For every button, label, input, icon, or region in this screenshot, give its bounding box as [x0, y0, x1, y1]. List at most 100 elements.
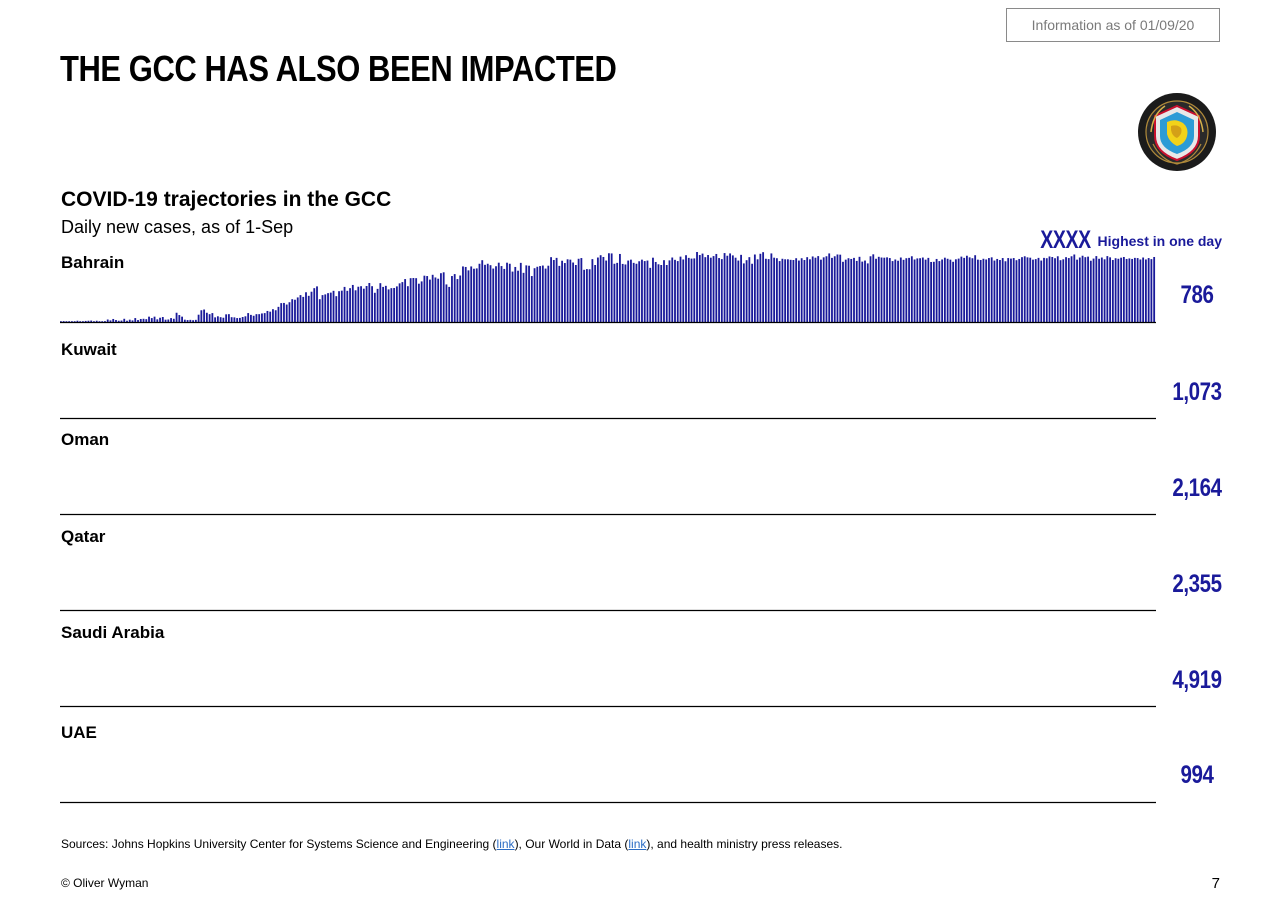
bar-bahrain — [313, 288, 316, 322]
bar-bahrain — [175, 312, 178, 322]
bar-bahrain — [236, 318, 239, 322]
bar-bahrain — [1087, 256, 1089, 322]
sources-text-middle: ), Our World in Data ( — [514, 837, 629, 851]
bar-bahrain — [269, 311, 272, 322]
bar-bahrain — [630, 259, 632, 322]
bar-bahrain — [627, 260, 630, 322]
bar-bahrain — [448, 286, 451, 322]
bar-bahrain — [932, 261, 935, 322]
bar-bahrain — [574, 265, 577, 322]
bar-bahrain — [101, 321, 104, 322]
bar-chart-oman — [60, 513, 1156, 516]
bar-bahrain — [847, 258, 850, 322]
bar-bahrain — [431, 274, 434, 322]
bar-bahrain — [62, 321, 65, 322]
bar-bahrain — [707, 255, 709, 322]
bar-chart-kuwait — [60, 417, 1156, 420]
bar-bahrain — [120, 320, 123, 322]
country-label-saudi-arabia: Saudi Arabia — [61, 623, 165, 642]
bar-bahrain — [613, 263, 616, 322]
bar-bahrain — [93, 321, 95, 322]
bar-bahrain — [123, 318, 126, 322]
bar-bahrain — [850, 258, 853, 322]
page-title: THE GCC HAS ALSO BEEN IMPACTED — [60, 48, 617, 89]
bar-bahrain — [197, 314, 200, 322]
bar-bahrain — [624, 264, 627, 322]
bar-bahrain — [87, 320, 90, 322]
page-number: 7 — [1211, 875, 1220, 892]
bar-bahrain — [999, 260, 1001, 322]
bar-bahrain — [605, 260, 608, 322]
bar-bahrain — [1125, 258, 1128, 322]
bar-bahrain — [671, 257, 674, 322]
bar-bahrain — [1001, 258, 1004, 322]
bar-bahrain — [519, 262, 522, 322]
bar-bahrain — [836, 254, 839, 322]
bar-bahrain — [1018, 258, 1021, 322]
bar-chart-qatar — [60, 609, 1156, 612]
bar-bahrain — [1070, 256, 1073, 322]
bar-bahrain — [203, 309, 206, 322]
bar-bahrain — [621, 263, 624, 322]
source-link-owid[interactable]: link — [628, 837, 647, 851]
bar-bahrain — [497, 262, 500, 322]
bar-bahrain — [806, 257, 809, 322]
bar-bahrain — [960, 256, 963, 322]
bar-bahrain — [486, 263, 489, 322]
bar-bahrain — [104, 321, 106, 322]
bar-bahrain — [1023, 256, 1026, 322]
bar-bahrain — [506, 262, 508, 322]
bar-bahrain — [831, 257, 833, 322]
bar-bahrain — [943, 257, 946, 322]
bar-bahrain — [153, 316, 156, 322]
bar-bahrain — [475, 268, 478, 322]
bar-bahrain — [112, 318, 115, 322]
bar-bahrain — [1056, 256, 1059, 322]
max-value-qatar: 2,355 — [1172, 570, 1222, 598]
bar-bahrain — [657, 264, 660, 322]
bar-bahrain — [588, 269, 591, 322]
bar-bahrain — [610, 253, 613, 322]
bar-bahrain — [674, 259, 676, 322]
bar-bahrain — [437, 278, 440, 322]
bar-bahrain — [894, 259, 897, 322]
bar-bahrain — [1089, 260, 1092, 322]
country-label-uae: UAE — [61, 723, 97, 742]
bar-bahrain — [1054, 258, 1056, 322]
bar-bahrain — [745, 260, 748, 322]
bar-bahrain — [646, 260, 649, 322]
bar-bahrain — [214, 317, 217, 322]
bar-bahrain — [861, 261, 864, 322]
bar-bahrain — [979, 260, 982, 322]
bar-bahrain — [82, 321, 84, 322]
bar-bahrain — [1037, 257, 1040, 322]
bar-bahrain — [1133, 257, 1136, 322]
bar-bahrain — [641, 259, 643, 322]
bar-bahrain — [1059, 260, 1062, 322]
bar-bahrain — [635, 263, 638, 322]
bar-bahrain — [426, 276, 429, 322]
bar-bahrain — [880, 257, 883, 322]
bar-bahrain — [164, 319, 167, 322]
bar-bahrain — [1073, 254, 1076, 322]
bar-bahrain — [1128, 258, 1131, 322]
max-value-uae: 994 — [1180, 761, 1214, 789]
bar-bahrain — [294, 299, 296, 322]
bar-bahrain — [844, 259, 847, 322]
bar-bahrain — [1021, 257, 1023, 322]
bar-bahrain — [1081, 255, 1084, 322]
max-value-oman: 2,164 — [1172, 474, 1222, 502]
bar-bahrain — [701, 253, 704, 322]
bar-bahrain — [616, 262, 619, 322]
bar-bahrain — [643, 261, 646, 322]
chart-subtitle: Daily new cases, as of 1-Sep — [61, 217, 294, 237]
bar-bahrain — [252, 315, 255, 322]
bar-bahrain — [1098, 258, 1100, 322]
source-link-jhu[interactable]: link — [496, 837, 515, 851]
bar-bahrain — [205, 312, 208, 322]
bar-bahrain — [227, 314, 230, 322]
bar-bahrain — [740, 254, 742, 322]
bar-bahrain — [277, 306, 280, 322]
bar-bahrain — [316, 286, 318, 322]
bar-bahrain — [495, 266, 497, 322]
